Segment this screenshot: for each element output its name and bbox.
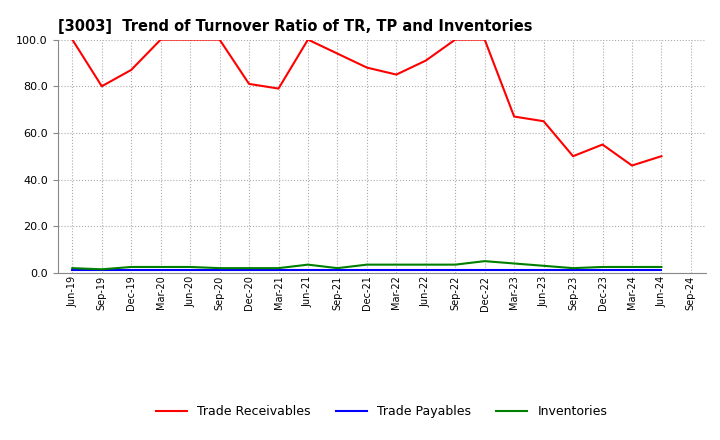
Inventories — [304, 262, 312, 267]
Trade Receivables — [392, 72, 400, 77]
Trade Receivables — [510, 114, 518, 119]
Trade Receivables — [156, 37, 165, 42]
Inventories — [392, 262, 400, 267]
Inventories — [97, 267, 106, 272]
Trade Payables — [304, 268, 312, 273]
Trade Receivables — [68, 37, 76, 42]
Inventories — [363, 262, 372, 267]
Inventories — [68, 265, 76, 271]
Trade Payables — [68, 268, 76, 273]
Inventories — [274, 265, 283, 271]
Trade Payables — [480, 268, 489, 273]
Trade Payables — [215, 268, 224, 273]
Inventories — [127, 264, 135, 270]
Trade Receivables — [186, 37, 194, 42]
Trade Receivables — [539, 118, 548, 124]
Inventories — [510, 261, 518, 266]
Trade Payables — [569, 268, 577, 273]
Inventories — [598, 264, 607, 270]
Trade Payables — [156, 268, 165, 273]
Trade Receivables — [127, 67, 135, 73]
Trade Receivables — [569, 154, 577, 159]
Trade Payables — [510, 268, 518, 273]
Trade Receivables — [480, 37, 489, 42]
Inventories — [245, 265, 253, 271]
Trade Payables — [451, 268, 459, 273]
Trade Receivables — [333, 51, 342, 56]
Inventories — [569, 265, 577, 271]
Line: Trade Receivables: Trade Receivables — [72, 40, 662, 165]
Inventories — [186, 264, 194, 270]
Trade Receivables — [274, 86, 283, 91]
Trade Receivables — [628, 163, 636, 168]
Trade Payables — [628, 268, 636, 273]
Trade Payables — [186, 268, 194, 273]
Legend: Trade Receivables, Trade Payables, Inventories: Trade Receivables, Trade Payables, Inven… — [151, 400, 612, 423]
Trade Receivables — [304, 37, 312, 42]
Trade Payables — [598, 268, 607, 273]
Inventories — [333, 265, 342, 271]
Trade Receivables — [451, 37, 459, 42]
Trade Receivables — [97, 84, 106, 89]
Inventories — [156, 264, 165, 270]
Inventories — [628, 264, 636, 270]
Inventories — [451, 262, 459, 267]
Trade Receivables — [421, 58, 430, 63]
Inventories — [539, 263, 548, 268]
Inventories — [421, 262, 430, 267]
Trade Payables — [539, 268, 548, 273]
Trade Receivables — [598, 142, 607, 147]
Text: [3003]  Trend of Turnover Ratio of TR, TP and Inventories: [3003] Trend of Turnover Ratio of TR, TP… — [58, 19, 532, 34]
Inventories — [215, 265, 224, 271]
Trade Receivables — [363, 65, 372, 70]
Trade Payables — [333, 268, 342, 273]
Trade Payables — [392, 268, 400, 273]
Trade Receivables — [657, 154, 666, 159]
Trade Payables — [421, 268, 430, 273]
Line: Inventories: Inventories — [72, 261, 662, 269]
Trade Payables — [657, 268, 666, 273]
Trade Receivables — [215, 37, 224, 42]
Trade Receivables — [245, 81, 253, 87]
Inventories — [480, 258, 489, 264]
Trade Payables — [274, 268, 283, 273]
Trade Payables — [97, 268, 106, 273]
Trade Payables — [127, 268, 135, 273]
Inventories — [657, 264, 666, 270]
Trade Payables — [363, 268, 372, 273]
Trade Payables — [245, 268, 253, 273]
